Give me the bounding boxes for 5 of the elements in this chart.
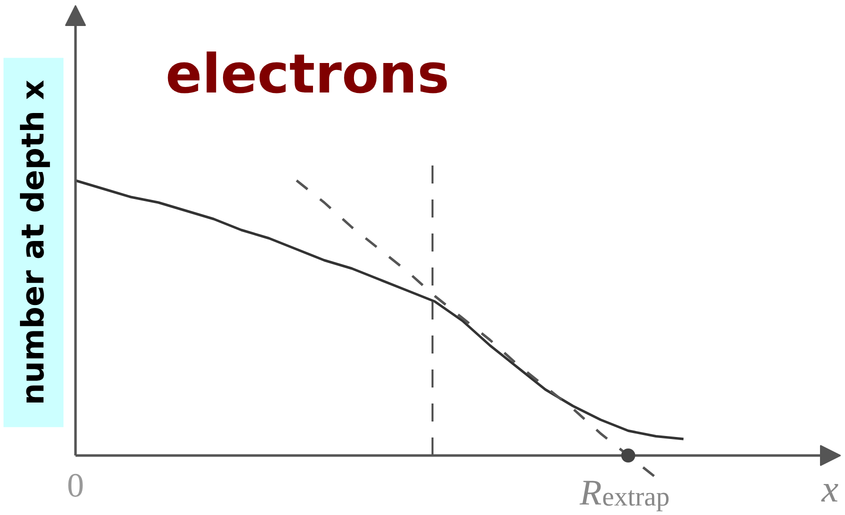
- x-tick-label: 0: [67, 468, 84, 504]
- x-tick-label: Rextrap: [578, 472, 670, 512]
- chart-title: electrons: [166, 42, 450, 106]
- x-axis-title: x: [820, 468, 839, 510]
- y-axis-title: number at depth x: [16, 80, 52, 406]
